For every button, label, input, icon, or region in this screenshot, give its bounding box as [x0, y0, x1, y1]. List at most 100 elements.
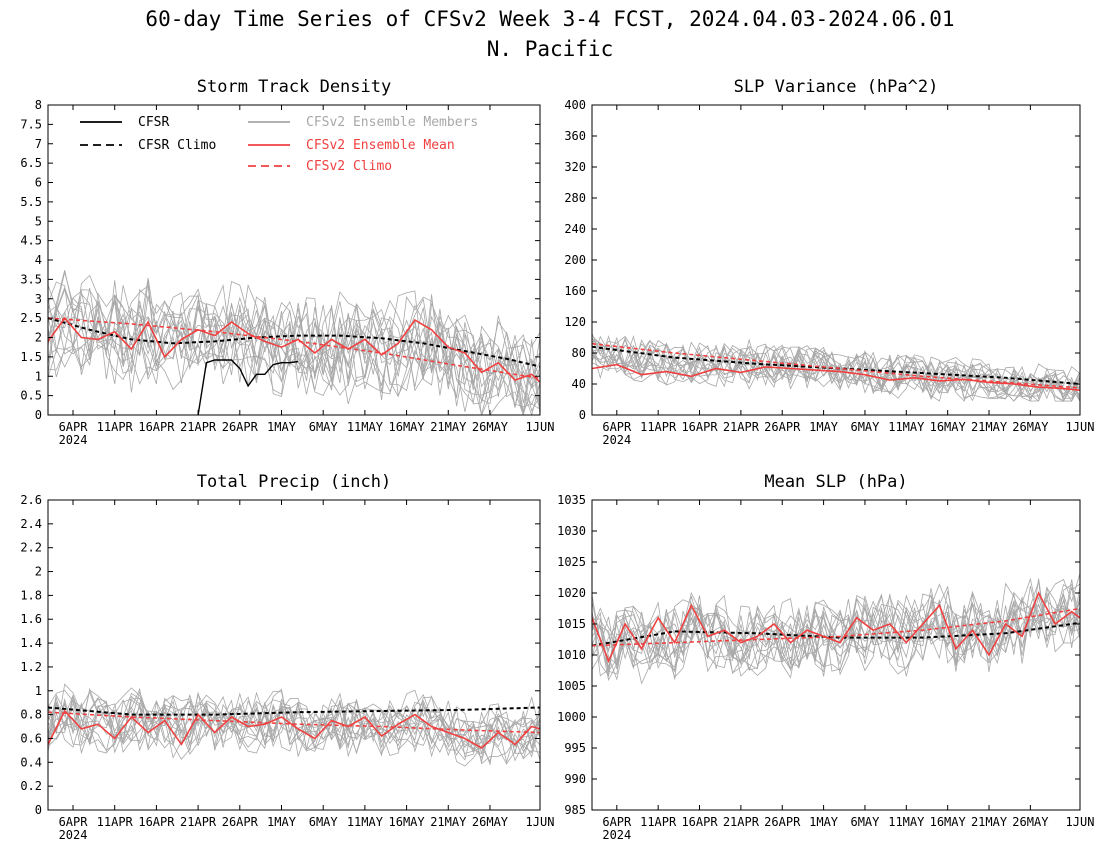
- ensemble-member-line: [592, 335, 1080, 396]
- x-tick-label: 16MAY: [930, 815, 967, 829]
- x-tick-label: 26APR: [222, 815, 259, 829]
- y-tick-label: 1.4: [20, 636, 42, 650]
- x-tick-label: 1MAY: [267, 815, 297, 829]
- y-tick-label: 2: [35, 565, 42, 579]
- series-cfsv2-ensemble-mean: [592, 591, 1080, 664]
- y-axis: 985 990 995 1000 1005 1010 1015 1020 1025 1030 103…: [557, 493, 1080, 817]
- y-tick-label: 80: [572, 346, 586, 360]
- y-tick-label: 2.2: [20, 541, 42, 555]
- panel-title: Storm Track Density: [197, 77, 391, 97]
- y-tick-label: 4: [35, 253, 42, 267]
- x-tick-label: 21APR: [723, 815, 760, 829]
- y-tick-label: 0: [579, 408, 586, 422]
- series-cfsv2-ensemble-mean: [592, 363, 1080, 391]
- ensemble-members: [592, 333, 1080, 403]
- y-tick-label: 990: [564, 772, 586, 786]
- legend-label-members: CFSv2 Ensemble Members: [306, 115, 478, 130]
- x-tick-label: 6MAY: [309, 420, 339, 434]
- y-tick-label: 280: [564, 191, 586, 205]
- y-tick-label: 2.5: [20, 311, 42, 325]
- y-tick-label: 1.5: [20, 350, 42, 364]
- y-tick-label: 0.8: [20, 708, 42, 722]
- y-tick-label: 320: [564, 160, 586, 174]
- x-tick-label: 16MAY: [389, 815, 426, 829]
- ensemble-member-line: [48, 301, 540, 408]
- x-tick-label: 21APR: [180, 815, 217, 829]
- x-tick-label: 21MAY: [430, 420, 467, 434]
- x-tick-label: 26APR: [764, 815, 801, 829]
- ensemble-member-line: [592, 347, 1080, 402]
- ensemble-member-line: [48, 706, 540, 765]
- ensemble-member-line: [592, 581, 1080, 679]
- x-tick-label: 21MAY: [971, 815, 1008, 829]
- x-year-label: 2024: [602, 433, 631, 447]
- ensemble-member-line: [48, 286, 540, 407]
- y-tick-label: 0.4: [20, 755, 42, 769]
- y-tick-label: 1000: [557, 710, 586, 724]
- y-tick-label: 995: [564, 741, 586, 755]
- ensemble-member-line: [48, 683, 540, 754]
- y-tick-label: 985: [564, 803, 586, 817]
- y-tick-label: 8: [35, 98, 42, 112]
- x-tick-label: 1MAY: [809, 815, 839, 829]
- ensemble-member-line: [48, 305, 540, 415]
- y-tick-label: 1010: [557, 648, 586, 662]
- y-tick-label: 2: [35, 331, 42, 345]
- x-tick-label: 11MAY: [888, 420, 925, 434]
- ensemble-member-line: [592, 583, 1080, 671]
- y-tick-label: 400: [564, 98, 586, 112]
- x-tick-label: 1JUN: [526, 815, 555, 829]
- x-tick-label: 16APR: [138, 420, 175, 434]
- x-tick-label: 21MAY: [430, 815, 467, 829]
- series-cfsr-climo: [592, 621, 1080, 647]
- plot-area: [48, 683, 540, 767]
- figure-subtitle: N. Pacific: [487, 37, 613, 61]
- x-tick-label: 6MAY: [850, 815, 880, 829]
- ensemble-members: [48, 270, 540, 415]
- panel-1: Storm Track Density 0 0.5 1 1.5 2 2.5 3 3.5 4 4.5 5…: [20, 77, 554, 447]
- series-cfsv2-ensemble-mean: [48, 316, 540, 383]
- y-tick-label: 2.6: [20, 493, 42, 507]
- y-tick-label: 3.5: [20, 272, 42, 286]
- y-tick-label: 1020: [557, 586, 586, 600]
- x-tick-label: 26MAY: [472, 420, 509, 434]
- x-tick-label: 26MAY: [472, 815, 509, 829]
- y-tick-label: 2.4: [20, 517, 42, 531]
- y-tick-label: 5: [35, 214, 42, 228]
- x-tick-label: 6APR: [602, 815, 632, 829]
- y-tick-label: 4.5: [20, 234, 42, 248]
- x-tick-label: 1JUN: [1066, 815, 1095, 829]
- ensemble-member-line: [48, 688, 540, 743]
- y-tick-label: 5.5: [20, 195, 42, 209]
- y-tick-label: 0.2: [20, 779, 42, 793]
- ensemble-member-line: [592, 344, 1080, 399]
- x-tick-label: 11APR: [640, 420, 677, 434]
- x-year-label: 2024: [602, 828, 631, 842]
- legend-label-cfsr: CFSR: [138, 115, 169, 130]
- ensemble-member-line: [48, 703, 540, 765]
- y-tick-label: 160: [564, 284, 586, 298]
- panels: Storm Track Density 0 0.5 1 1.5 2 2.5 3 3.5 4 4.5 5…: [20, 77, 1094, 842]
- ensemble-member-line: [48, 692, 540, 752]
- panel-title: Total Precip (inch): [197, 472, 391, 492]
- y-tick-label: 40: [572, 377, 586, 391]
- x-tick-label: 6APR: [59, 420, 89, 434]
- x-tick-label: 16MAY: [930, 420, 967, 434]
- x-tick-label: 6APR: [59, 815, 89, 829]
- x-tick-label: 16APR: [138, 815, 175, 829]
- ensemble-member-line: [48, 697, 540, 764]
- y-tick-label: 1005: [557, 679, 586, 693]
- plot-area: [48, 270, 540, 415]
- ensemble-member-line: [592, 335, 1080, 391]
- ensemble-member-line: [48, 704, 540, 767]
- y-tick-label: 1015: [557, 617, 586, 631]
- ensemble-member-line: [48, 307, 540, 415]
- y-tick-label: 0.6: [20, 731, 42, 745]
- y-tick-label: 3: [35, 292, 42, 306]
- x-tick-label: 21APR: [723, 420, 760, 434]
- series-cfsr-climo: [48, 317, 540, 368]
- y-tick-label: 1.6: [20, 612, 42, 626]
